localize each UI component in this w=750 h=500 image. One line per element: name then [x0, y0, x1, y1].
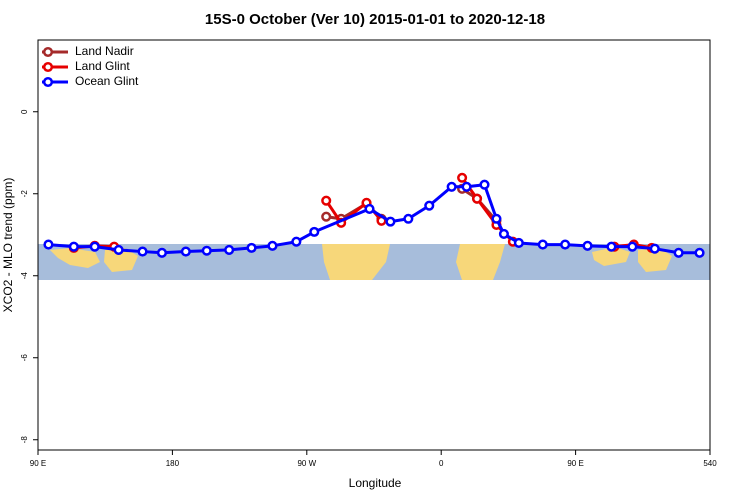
- data-point: [385, 216, 396, 227]
- data-point: [537, 239, 548, 250]
- data-point: [180, 246, 191, 257]
- data-point: [513, 237, 524, 248]
- data-point: [156, 247, 167, 258]
- data-point: [461, 181, 472, 192]
- data-point: [694, 247, 705, 258]
- data-point: [364, 203, 375, 214]
- x-tick-label: 90 E: [30, 459, 46, 468]
- legend-marker: [42, 61, 54, 73]
- map-background: [38, 244, 710, 280]
- x-tick-label: 90 E: [567, 459, 583, 468]
- data-point: [403, 213, 414, 224]
- data-point: [479, 179, 490, 190]
- x-axis-label: Longitude: [349, 476, 402, 490]
- legend-label: Land Nadir: [75, 44, 134, 58]
- data-point: [649, 243, 660, 254]
- data-point: [246, 242, 257, 253]
- data-point: [224, 244, 235, 255]
- data-point: [424, 200, 435, 211]
- data-point: [201, 245, 212, 256]
- x-tick-label: 180: [166, 459, 180, 468]
- legend-label: Land Glint: [75, 59, 130, 73]
- data-point: [582, 240, 593, 251]
- data-point: [560, 239, 571, 250]
- data-point: [491, 213, 502, 224]
- data-point: [498, 228, 509, 239]
- data-point: [43, 239, 54, 250]
- legend-label: Ocean Glint: [75, 74, 139, 88]
- y-tick-label: 0: [20, 109, 29, 114]
- data-point: [606, 241, 617, 252]
- y-tick-label: -6: [20, 354, 29, 362]
- data-point: [321, 211, 332, 222]
- data-point: [113, 244, 124, 255]
- data-point: [457, 172, 468, 183]
- chart-title: 15S-0 October (Ver 10) 2015-01-01 to 202…: [205, 11, 545, 28]
- data-point: [673, 247, 684, 258]
- data-point: [267, 240, 278, 251]
- data-point: [137, 246, 148, 257]
- data-point: [89, 241, 100, 252]
- plot-frame: [37, 39, 711, 451]
- data-point: [309, 226, 320, 237]
- y-tick-label: -8: [20, 436, 29, 444]
- data-point: [291, 236, 302, 247]
- data-point: [321, 195, 332, 206]
- legend-marker: [42, 76, 54, 88]
- data-point: [68, 241, 79, 252]
- data-point: [627, 241, 638, 252]
- series-line: [48, 183, 700, 255]
- x-tick-label: 90 W: [297, 459, 316, 468]
- data-point: [471, 193, 483, 204]
- x-tick-label: 540: [703, 459, 717, 468]
- y-tick-label: -2: [20, 190, 29, 198]
- y-tick-label: -4: [20, 272, 29, 280]
- legend-marker: [42, 46, 54, 58]
- data-point: [446, 181, 457, 192]
- y-axis-label: XCO2 - MLO trend (ppm): [1, 178, 15, 313]
- x-tick-label: 0: [439, 459, 444, 468]
